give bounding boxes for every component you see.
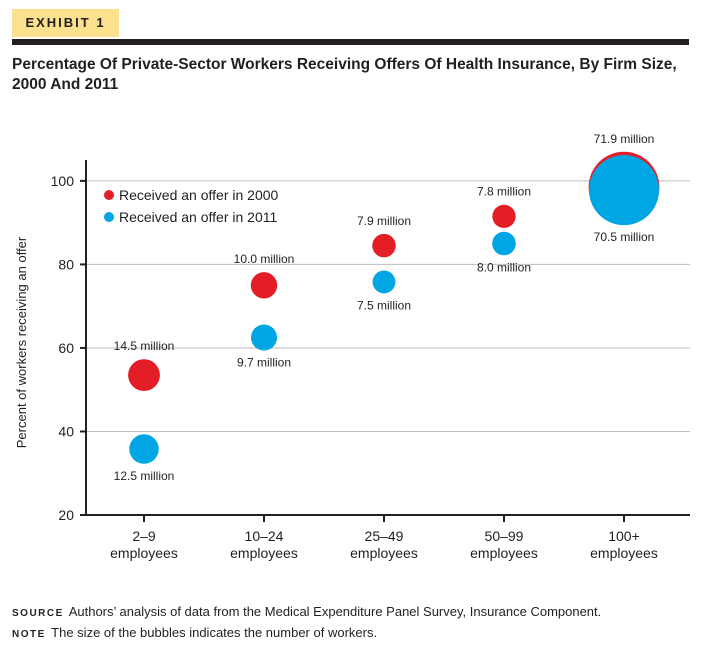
chart-title: Percentage Of Private-Sector Workers Rec… xyxy=(12,56,677,93)
x-tick-label: employees xyxy=(350,545,418,561)
y-axis-label: Percent of workers receiving an offer xyxy=(14,236,29,448)
x-tick-label: 25–49 xyxy=(365,528,404,544)
bubble-2011 xyxy=(129,434,159,464)
data-label-2011: 9.7 million xyxy=(237,356,291,370)
note: Note The size of the bubbles indicates t… xyxy=(12,623,712,644)
bubble-2000 xyxy=(128,359,160,391)
bubble-2000 xyxy=(250,272,278,299)
legend-marker-2000 xyxy=(104,190,114,200)
x-tick-label: 10–24 xyxy=(245,528,284,544)
source-text: Authors’ analysis of data from the Medic… xyxy=(68,604,602,619)
data-label-2000: 7.9 million xyxy=(357,214,411,228)
bubble-2000 xyxy=(372,233,396,258)
data-label-2000: 71.9 million xyxy=(594,132,655,146)
footnotes: Source Authors’ analysis of data from th… xyxy=(12,602,712,644)
x-tick-label: employees xyxy=(470,545,538,561)
bubble-2011 xyxy=(588,155,660,226)
y-tick-label: 80 xyxy=(58,256,74,272)
data-label-2000: 14.5 million xyxy=(114,339,175,353)
note-key: Note xyxy=(12,629,46,640)
x-tick-label: 50–99 xyxy=(485,528,524,544)
y-tick-label: 100 xyxy=(51,173,75,189)
legend-marker-2011 xyxy=(104,212,114,222)
x-tick-label: employees xyxy=(110,545,178,561)
note-text: The size of the bubbles indicates the nu… xyxy=(51,625,378,640)
y-tick-label: 40 xyxy=(58,423,74,439)
header-rule xyxy=(12,39,689,45)
source-note: Source Authors’ analysis of data from th… xyxy=(12,602,712,623)
data-label-2011: 70.5 million xyxy=(594,230,655,244)
source-key: Source xyxy=(12,608,64,619)
data-label-2011: 8.0 million xyxy=(477,260,531,274)
data-label-2000: 7.8 million xyxy=(477,185,531,199)
x-tick-label: employees xyxy=(230,545,298,561)
x-tick-label: 100+ xyxy=(608,528,640,544)
legend-label-2000: Received an offer in 2000 xyxy=(119,187,279,203)
x-tick-label: employees xyxy=(590,545,658,561)
data-label-2011: 12.5 million xyxy=(114,469,175,483)
exhibit-label: EXHIBIT 1 xyxy=(12,9,119,37)
x-tick-label: 2–9 xyxy=(132,528,156,544)
y-tick-label: 60 xyxy=(58,340,74,356)
bubble-2011 xyxy=(250,324,278,351)
bubble-2011 xyxy=(372,270,396,294)
bubble-chart: 20 40 60 80 100 Percent of workers receiving … xyxy=(14,132,690,561)
data-label-2000: 10.0 million xyxy=(234,252,295,266)
bubble-2011 xyxy=(492,231,516,256)
data-label-2011: 7.5 million xyxy=(357,298,411,312)
y-tick-label: 20 xyxy=(58,507,74,523)
legend-label-2011: Received an offer in 2011 xyxy=(119,209,277,225)
bubble-2000 xyxy=(492,204,516,229)
